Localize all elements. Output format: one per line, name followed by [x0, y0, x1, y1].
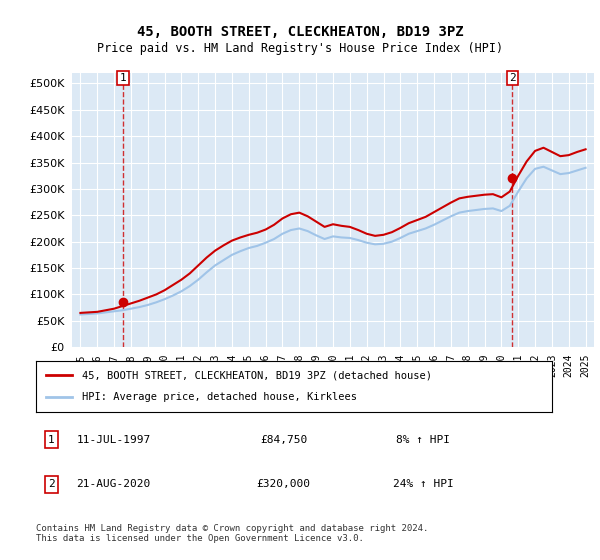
Text: 8% ↑ HPI: 8% ↑ HPI — [396, 435, 450, 445]
Text: 21-AUG-2020: 21-AUG-2020 — [76, 479, 151, 489]
Text: £84,750: £84,750 — [260, 435, 307, 445]
Text: Price paid vs. HM Land Registry's House Price Index (HPI): Price paid vs. HM Land Registry's House … — [97, 42, 503, 55]
Text: Contains HM Land Registry data © Crown copyright and database right 2024.
This d: Contains HM Land Registry data © Crown c… — [36, 524, 428, 543]
Text: 11-JUL-1997: 11-JUL-1997 — [76, 435, 151, 445]
Text: 1: 1 — [119, 73, 127, 83]
Text: 2: 2 — [509, 73, 515, 83]
Text: 1: 1 — [48, 435, 55, 445]
Text: HPI: Average price, detached house, Kirklees: HPI: Average price, detached house, Kirk… — [82, 393, 358, 403]
Text: 24% ↑ HPI: 24% ↑ HPI — [392, 479, 454, 489]
Text: 45, BOOTH STREET, CLECKHEATON, BD19 3PZ: 45, BOOTH STREET, CLECKHEATON, BD19 3PZ — [137, 25, 463, 39]
Text: 2: 2 — [48, 479, 55, 489]
Text: 45, BOOTH STREET, CLECKHEATON, BD19 3PZ (detached house): 45, BOOTH STREET, CLECKHEATON, BD19 3PZ … — [82, 370, 433, 380]
Text: £320,000: £320,000 — [257, 479, 311, 489]
